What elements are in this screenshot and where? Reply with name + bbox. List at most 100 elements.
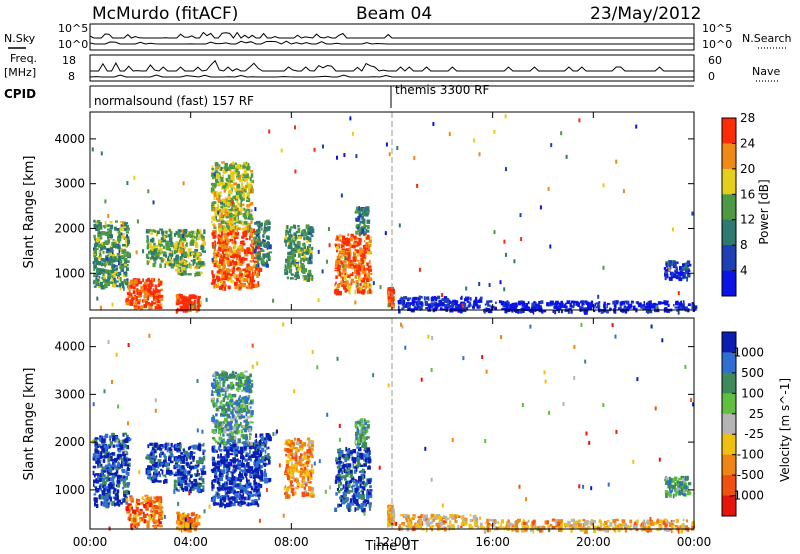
- power-cell: [241, 235, 245, 239]
- power-cell: [233, 186, 236, 190]
- vel-cell: [131, 524, 135, 528]
- power-cell: [367, 245, 371, 248]
- power-cell: [221, 278, 226, 281]
- power-sparse-cell: [385, 142, 388, 147]
- power-cell: [227, 182, 231, 188]
- power-cell: [293, 224, 296, 229]
- power-cell: [663, 300, 667, 305]
- power-cell: [476, 305, 480, 309]
- power-cell: [238, 191, 241, 196]
- vel-cell: [258, 486, 261, 490]
- power-sparse-cell: [342, 264, 345, 269]
- vel-cell: [121, 447, 125, 451]
- power-cell: [155, 256, 158, 261]
- vel-cell: [245, 411, 248, 417]
- vel-cell: [106, 503, 109, 508]
- power-cell: [606, 304, 608, 309]
- power-cell: [123, 286, 125, 291]
- power-cell: [677, 274, 681, 279]
- vel-cell: [222, 397, 225, 403]
- power-cell: [153, 291, 155, 297]
- nsky-panel: 10^5 10^0 10^5 10^0 N.Sky N.Search: [4, 22, 792, 51]
- power-cell: [341, 256, 344, 259]
- vel-cell: [123, 453, 126, 457]
- power-sparse-cell: [135, 250, 138, 255]
- vel-cell: [175, 457, 177, 461]
- power-cell: [126, 227, 130, 231]
- vel-cell: [245, 454, 250, 457]
- power-cell: [186, 231, 189, 236]
- power-cell: [187, 273, 192, 276]
- vel-cell: [99, 454, 102, 460]
- vel-cell: [245, 405, 249, 409]
- power-cell: [142, 278, 144, 282]
- power-cell: [229, 230, 233, 233]
- vel-cell: [147, 444, 150, 449]
- power-cell: [220, 209, 224, 212]
- power-cell: [673, 262, 677, 267]
- power-cell: [104, 231, 108, 236]
- vel-cell: [130, 523, 134, 529]
- power-cell: [108, 224, 110, 227]
- power-cell: [590, 300, 594, 304]
- power-cell: [243, 194, 246, 199]
- power-cell: [308, 245, 311, 248]
- power-cell: [443, 296, 448, 299]
- power-cell: [441, 298, 445, 301]
- vel-cell: [99, 478, 102, 482]
- power-cell: [195, 271, 199, 277]
- power-cell: [612, 300, 617, 305]
- vel-cell: [128, 503, 131, 506]
- power-cell: [151, 277, 154, 283]
- power-cell: [335, 281, 337, 285]
- power-sparse-cell: [488, 283, 491, 287]
- power-sparse-cell: [194, 303, 197, 308]
- power-cell: [215, 275, 219, 280]
- power-cell: [235, 188, 239, 193]
- power-cell: [460, 301, 464, 304]
- vel-cell: [106, 474, 110, 478]
- power-cell: [247, 197, 251, 203]
- vel-cell: [101, 455, 104, 459]
- power-cell: [561, 303, 563, 308]
- power-cell: [118, 260, 121, 266]
- power-cell: [293, 232, 297, 236]
- power-cell: [251, 230, 255, 233]
- power-cell: [123, 279, 128, 283]
- power-cell: [467, 296, 470, 301]
- vel-cell: [224, 393, 227, 398]
- power-cell: [224, 275, 229, 281]
- power-sparse-cell: [195, 241, 198, 246]
- power-cell: [95, 248, 99, 250]
- vel-cell: [180, 528, 183, 533]
- vel-cell: [250, 466, 254, 470]
- power-cell: [468, 304, 472, 307]
- vel-cell: [138, 511, 142, 516]
- vel-cell: [118, 440, 120, 444]
- power-cell: [169, 250, 173, 254]
- vel-cell: [200, 471, 204, 476]
- vel-cell: [214, 431, 217, 434]
- power-cell: [536, 305, 539, 309]
- vel-cell: [176, 480, 180, 483]
- power-cell: [240, 257, 244, 263]
- power-cell: [423, 296, 426, 301]
- power-cell: [221, 246, 225, 250]
- vel-cell: [107, 457, 111, 461]
- power-sparse-cell: [322, 144, 324, 149]
- power-cell: [643, 301, 646, 306]
- power-cell: [242, 242, 246, 246]
- power-cell: [362, 208, 364, 213]
- power-cell: [665, 276, 669, 279]
- power-cell: [138, 281, 143, 285]
- vel-cell: [149, 502, 152, 508]
- vel-cell: [196, 469, 199, 473]
- power-cell: [95, 243, 99, 247]
- power-cell: [117, 271, 120, 277]
- power-cell: [258, 245, 261, 249]
- power-cell: [287, 231, 289, 235]
- vel-cell: [104, 476, 107, 480]
- vel-cell: [212, 462, 216, 467]
- power-cell: [358, 214, 362, 218]
- power-cell: [240, 247, 243, 252]
